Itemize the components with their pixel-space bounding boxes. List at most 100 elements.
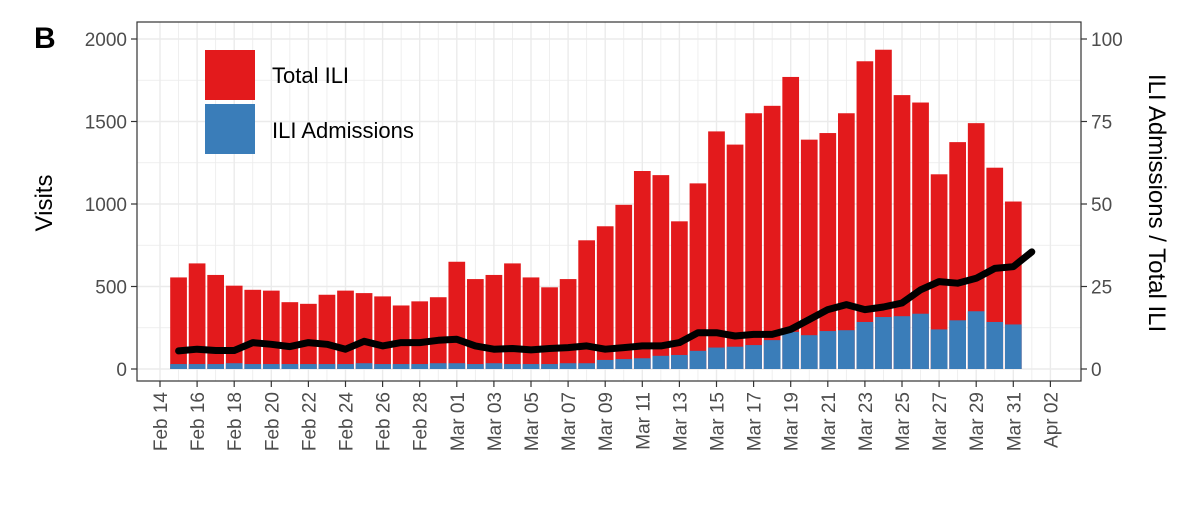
x-tick-label: Mar 19	[782, 392, 803, 451]
bar-total-ili	[930, 174, 948, 369]
bar-total-ili	[504, 263, 521, 369]
bar-total-ili	[671, 221, 688, 369]
bar-ili-admissions	[522, 364, 540, 369]
bar-total-ili	[541, 287, 558, 369]
y-axis-title: Visits	[31, 175, 58, 232]
bar-ili-admissions	[633, 358, 651, 369]
bar-ili-admissions	[467, 364, 484, 369]
bar-total-ili	[170, 277, 187, 369]
bar-ili-admissions	[856, 321, 874, 369]
bar-ili-admissions	[559, 363, 577, 369]
bar-ili-admissions	[1004, 324, 1022, 369]
bar-total-ili	[633, 171, 651, 369]
bar-ili-admissions	[504, 364, 521, 369]
x-tick-label: Mar 13	[670, 392, 691, 451]
x-tick-label: Feb 26	[374, 392, 395, 451]
bars	[170, 49, 1022, 370]
x-tick-label: Mar 05	[522, 392, 543, 451]
bar-total-ili	[300, 303, 317, 369]
bar-total-ili	[262, 290, 280, 369]
y2-tick-label: 25	[1091, 278, 1112, 299]
bar-ili-admissions	[207, 364, 224, 369]
y-tick-label: 500	[95, 278, 127, 299]
bar-ili-admissions	[949, 320, 966, 369]
bar-total-ili	[800, 139, 818, 369]
bar-total-ili	[875, 49, 892, 369]
bar-ili-admissions	[652, 355, 670, 369]
bar-ili-admissions	[578, 363, 595, 369]
x-tick-label: Mar 09	[596, 392, 617, 451]
x-tick-label: Apr 02	[1041, 392, 1062, 448]
legend-label-total: Total ILI	[272, 63, 349, 88]
bar-total-ili	[689, 183, 707, 369]
bar-ili-admissions	[429, 363, 447, 369]
bar-ili-admissions	[596, 359, 614, 369]
x-tick-label: Mar 11	[633, 392, 654, 450]
bar-total-ili	[912, 102, 929, 370]
x-tick-label: Feb 16	[188, 392, 209, 451]
bar-total-ili	[448, 261, 466, 369]
bar-total-ili	[411, 301, 429, 369]
bar-total-ili	[281, 302, 299, 369]
bar-total-ili	[949, 142, 966, 369]
bar-total-ili	[596, 226, 614, 369]
y2-tick-label: 100	[1091, 30, 1123, 51]
bar-ili-admissions	[392, 364, 410, 369]
x-tick-label: Mar 31	[1004, 392, 1025, 451]
bar-ili-admissions	[763, 340, 781, 369]
x-tick-label: Mar 23	[856, 392, 877, 451]
bar-ili-admissions	[615, 359, 633, 369]
bar-ili-admissions	[188, 364, 206, 369]
bar-ili-admissions	[225, 363, 243, 369]
bar-ili-admissions	[930, 329, 948, 369]
x-tick-label: Feb 28	[411, 392, 432, 451]
bar-ili-admissions	[355, 363, 373, 369]
bar-ili-admissions	[374, 364, 391, 369]
x-tick-label: Mar 17	[745, 392, 766, 451]
bar-ili-admissions	[337, 364, 354, 369]
x-tick-label: Mar 27	[930, 392, 951, 451]
bar-total-ili	[467, 279, 484, 369]
bar-total-ili	[782, 76, 800, 369]
y2-tick-label: 0	[1091, 360, 1102, 381]
bar-total-ili	[392, 305, 410, 369]
x-tick-label: Feb 24	[337, 392, 358, 452]
bar-total-ili	[429, 297, 447, 369]
bar-total-ili	[337, 290, 354, 369]
bar-total-ili	[244, 289, 262, 369]
axes: 0 500 1000 1500 2000 0 25 50 75 100 Feb 14 Feb 16 Fe…	[85, 30, 1123, 451]
bar-ili-admissions	[262, 364, 280, 369]
bar-total-ili	[522, 277, 540, 369]
bar-total-ili	[615, 204, 633, 369]
legend: Total ILI ILI Admissions	[205, 50, 414, 154]
bar-ili-admissions	[281, 364, 299, 369]
bar-ili-admissions	[912, 313, 929, 369]
bar-ili-admissions	[485, 363, 503, 369]
legend-swatch-total	[205, 50, 255, 100]
x-tick-label: Mar 21	[819, 392, 840, 451]
panel-label: B	[34, 22, 56, 55]
bar-ili-admissions	[671, 354, 688, 369]
bar-ili-admissions	[448, 363, 466, 369]
x-tick-label: Mar 15	[708, 392, 729, 451]
x-tick-label: Mar 29	[967, 392, 988, 451]
bar-ili-admissions	[318, 364, 336, 369]
y2-tick-label: 50	[1091, 195, 1112, 216]
y-tick-label: 0	[116, 360, 127, 381]
bar-total-ili	[763, 105, 781, 369]
y-tick-label: 1000	[85, 195, 127, 216]
bar-total-ili	[578, 240, 595, 369]
bar-total-ili	[318, 294, 336, 369]
y2-tick-label: 75	[1091, 113, 1112, 134]
bar-total-ili	[485, 274, 503, 369]
bar-ili-admissions	[838, 330, 855, 369]
bar-total-ili	[355, 293, 373, 369]
bar-ili-admissions	[800, 335, 818, 369]
bar-ili-admissions	[170, 364, 187, 369]
x-tick-label: Mar 03	[485, 392, 506, 451]
x-tick-label: Feb 22	[299, 392, 320, 451]
bar-ili-admissions	[708, 347, 725, 369]
bar-ili-admissions	[819, 331, 837, 369]
bar-total-ili	[745, 113, 762, 369]
